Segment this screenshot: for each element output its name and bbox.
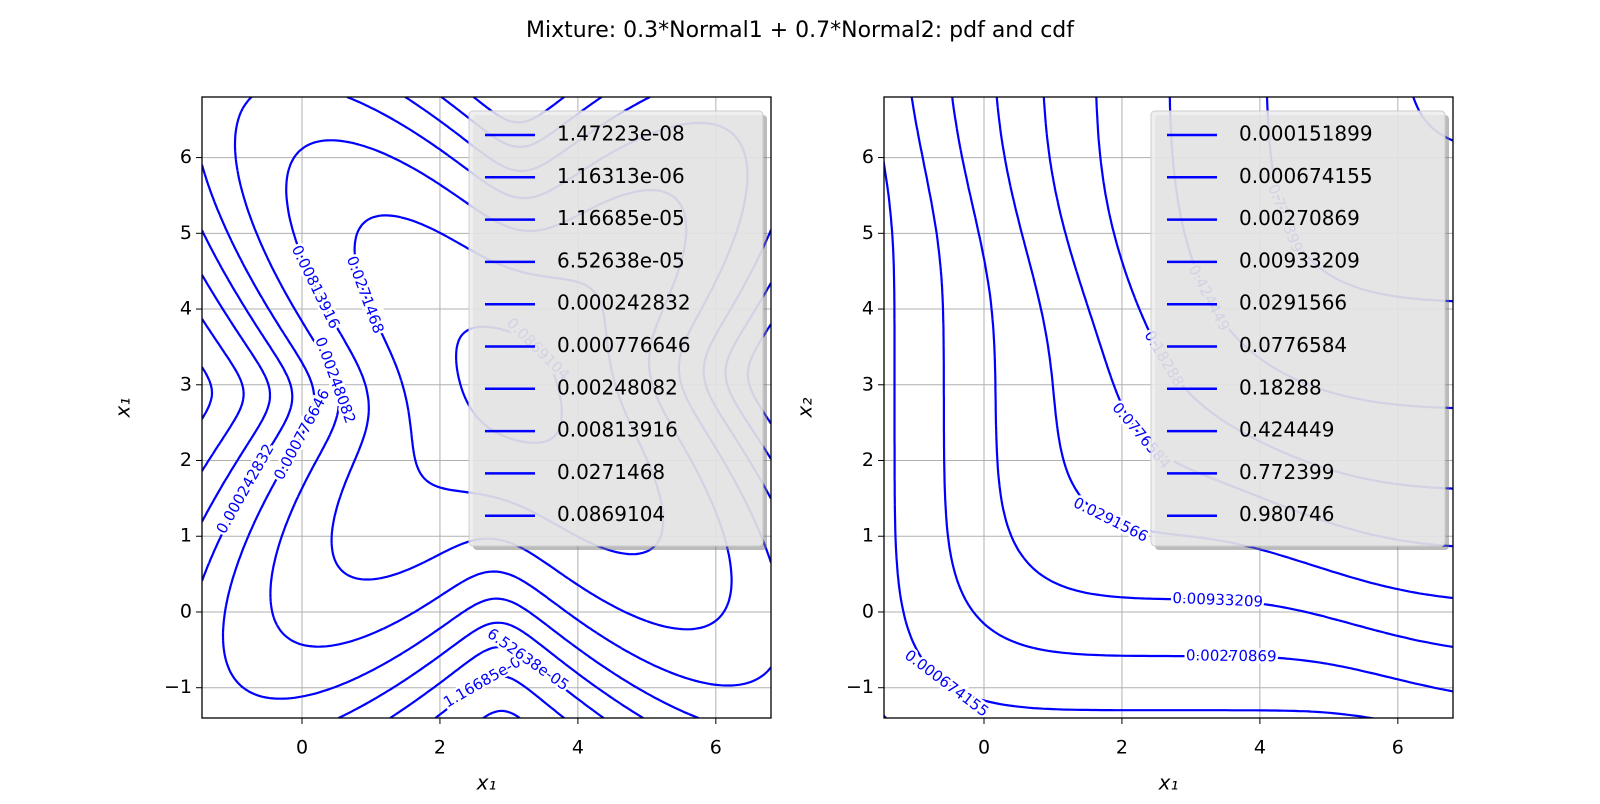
legend-label: 0.00813916 (557, 418, 678, 442)
contour-label: 0.0271468 (343, 254, 388, 336)
legend-label: 0.772399 (1239, 460, 1334, 484)
y-tick-label: 5 (180, 222, 192, 244)
x-tick-label: 2 (1116, 737, 1128, 759)
axes-frame (883, 96, 1454, 719)
legend (1150, 110, 1446, 547)
legend-label: 1.16685e-05 (557, 206, 685, 230)
contour-line (951, 97, 1453, 648)
y-tick-label: 0 (862, 600, 874, 622)
contour-label: 0.000674155 (901, 646, 992, 721)
x-axis-label: x₁ (476, 771, 497, 795)
y-tick-label: 2 (180, 449, 192, 471)
legend-label: 0.0776584 (1239, 333, 1347, 357)
contour-label: 0.00813916 (288, 242, 344, 331)
y-tick-label: 6 (862, 146, 874, 168)
x-tick-label: 6 (710, 737, 722, 759)
y-tick-label: 1 (180, 525, 192, 547)
figure-title: Mixture: 0.3*Normal1 + 0.7*Normal2: pdf … (526, 18, 1075, 43)
y-tick-label: 4 (180, 298, 192, 320)
contour-label: 0.00933209 (1172, 589, 1263, 611)
legend-label: 0.0869104 (557, 502, 665, 526)
legend-label: 0.00248082 (557, 375, 678, 399)
contour-line (202, 366, 521, 718)
contour-label: 0.000242832 (212, 441, 277, 537)
legend-label: 0.00270869 (1239, 206, 1360, 230)
legend-label: 6.52638e-05 (557, 248, 685, 272)
x-tick-label: 2 (434, 737, 446, 759)
contour-label: 0.00270869 (1186, 646, 1277, 665)
legend-label: 0.18288 (1239, 375, 1322, 399)
contour-line (884, 157, 1378, 718)
legend-label: 0.0271468 (557, 460, 665, 484)
legend-label: 0.0291566 (1239, 291, 1347, 315)
legend-label: 0.00933209 (1239, 248, 1360, 272)
x-tick-label: 6 (1392, 737, 1404, 759)
y-axis-label: x₁ (111, 398, 135, 419)
y-tick-label: 3 (180, 373, 192, 395)
y-tick-label: 0 (180, 600, 192, 622)
y-tick-label: 3 (862, 373, 874, 395)
legend (468, 110, 764, 547)
legend-label: 1.16313e-06 (557, 164, 685, 188)
legend-label: 0.000776646 (557, 333, 691, 357)
y-tick-label: 2 (862, 449, 874, 471)
y-axis-label: x₂ (793, 398, 817, 419)
x-tick-label: 0 (978, 737, 990, 759)
x-axis-label: x₁ (1158, 771, 1179, 795)
legend-label: 0.000674155 (1239, 164, 1373, 188)
legend-label: 0.000151899 (1239, 122, 1373, 146)
y-tick-label: 1 (862, 525, 874, 547)
legend-label: 0.424449 (1239, 418, 1334, 442)
x-tick-label: 0 (296, 737, 308, 759)
y-tick-label: 5 (862, 222, 874, 244)
legend-label: 0.980746 (1239, 502, 1334, 526)
axes-frame (201, 96, 772, 719)
y-tick-label: −1 (164, 676, 192, 698)
legend-label: 1.47223e-08 (557, 122, 685, 146)
legend-label: 0.000242832 (557, 291, 691, 315)
y-tick-label: 6 (180, 146, 192, 168)
y-tick-label: −1 (846, 676, 874, 698)
x-tick-label: 4 (1254, 737, 1266, 759)
y-tick-label: 4 (862, 298, 874, 320)
contour-line (910, 97, 1453, 693)
x-tick-label: 4 (572, 737, 584, 759)
contour-label: 0.0291566 (1070, 493, 1151, 545)
